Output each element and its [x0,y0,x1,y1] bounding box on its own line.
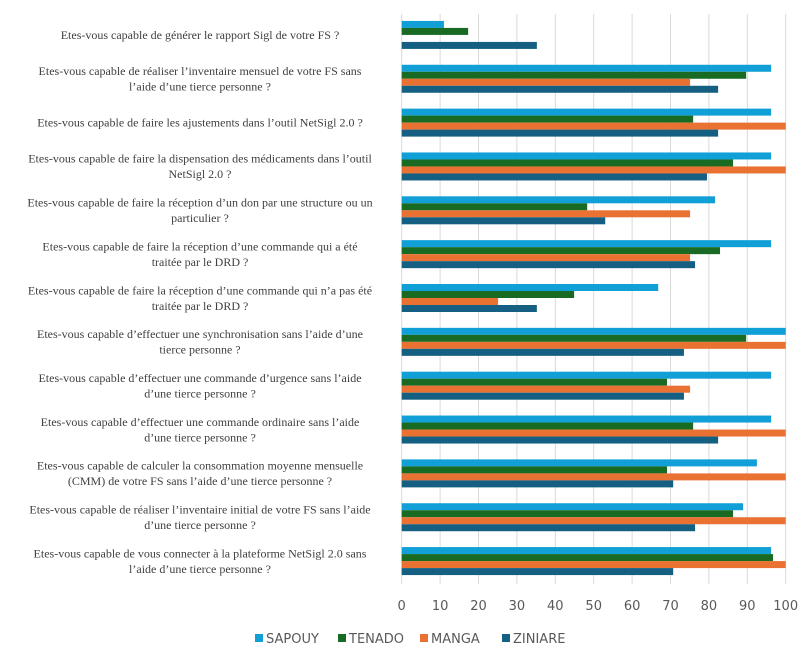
category-label: particulier ? [171,211,229,225]
legend-swatch-tenado [338,634,346,642]
bar-manga [401,341,786,349]
bar-tenado [401,27,469,35]
bar-manga [401,210,691,218]
category-labels: Etes-vous capable de générer le rapport … [27,28,372,576]
bar-sapouy [401,327,786,335]
legend-swatch-ziniare [502,634,510,642]
category-label: Etes-vous capable d’effectuer une synchr… [37,327,363,341]
legend: SAPOUY TENADO MANGA ZINIARE [255,632,565,647]
category-label: Etes-vous capable de réaliser l’inventai… [29,502,370,516]
bar-manga [401,122,786,130]
bar-sapouy [401,152,772,160]
bar-tenado [401,422,694,430]
bar-ziniare [401,480,674,488]
category-label: d’une tierce personne ? [144,430,256,444]
bar-tenado [401,203,588,211]
bar-manga [401,473,786,481]
bar-ziniare [401,568,674,576]
legend-swatch-manga [420,634,428,642]
bar-ziniare [401,217,606,225]
bar-sapouy [401,196,716,204]
bar-sapouy [401,108,772,116]
bar-tenado [401,554,774,562]
bar-ziniare [401,85,719,93]
x-tick-label: 90 [739,599,756,614]
x-tick-label: 30 [509,599,526,614]
category-label: Etes-vous capable de faire la réception … [27,196,372,210]
bar-ziniare [401,173,707,181]
bar-ziniare [401,305,537,312]
category-label: Etes-vous capable de vous connecter à la… [34,546,367,560]
category-label: NetSigl 2.0 ? [169,167,232,181]
x-tick-label: 20 [470,599,487,614]
x-tick-label: 50 [585,599,602,614]
x-tick-label: 70 [662,599,679,614]
bar-manga [401,254,691,262]
legend-label-ziniare: ZINIARE [513,632,565,647]
bar-manga [401,561,786,569]
legend-label-sapouy: SAPOUY [266,632,319,647]
bar-sapouy [401,415,772,423]
bar-sapouy [401,503,744,511]
category-label: traitée par le DRD ? [152,255,249,269]
bar-sapouy [401,20,444,28]
bar-sapouy [401,459,757,467]
bar-tenado [401,291,575,298]
legend-label-tenado: TENADO [348,632,404,647]
x-tick-label: 80 [701,599,718,614]
bar-tenado [401,510,734,518]
x-tick-label: 100 [773,599,798,614]
bar-tenado [401,159,734,167]
category-label: Etes-vous capable de faire les ajustemen… [37,116,363,130]
category-label: l’aide d’une tierce personne ? [129,562,271,576]
x-tick-label: 0 [398,599,406,614]
category-label: Etes-vous capable de faire la réception … [28,283,372,297]
bar-tenado [401,115,694,123]
bar-tenado [401,247,721,255]
legend-swatch-sapouy [255,634,263,642]
x-axis-tick-labels: 0 10 20 30 40 50 60 70 80 90 100 [398,599,799,614]
category-label: l’aide d’une tierce personne ? [129,80,271,94]
category-label: d’une tierce personne ? [144,386,256,400]
bar-manga [401,385,691,393]
bar-sapouy [401,64,772,72]
bar-ziniare [401,129,719,137]
bars [401,20,786,576]
bar-ziniare [401,524,696,532]
x-tick-label: 10 [432,599,449,614]
bar-manga [401,517,786,525]
x-tick-label: 40 [547,599,564,614]
bar-ziniare [401,436,719,444]
bar-sapouy [401,240,772,248]
bar-tenado [401,71,747,79]
category-label: traitée par le DRD ? [152,299,249,313]
category-label: Etes-vous capable d’effectuer une comman… [41,415,360,429]
bar-ziniare [401,348,684,356]
bar-ziniare [401,41,537,49]
category-label: d’une tierce personne ? [144,518,256,532]
category-label: Etes-vous capable de réaliser l’inventai… [39,64,362,78]
bar-manga [401,298,499,305]
category-label: Etes-vous capable de calculer la consomm… [37,459,363,473]
bar-ziniare [401,392,684,400]
category-label: Etes-vous capable de générer le rapport … [61,28,340,42]
bar-manga [401,429,786,437]
x-tick-label: 60 [624,599,641,614]
bar-ziniare [401,261,696,269]
bar-sapouy [401,284,659,291]
category-label: Etes-vous capable de faire la réception … [42,239,357,253]
bar-tenado [401,378,668,386]
category-label: Etes-vous capable d’effectuer une comman… [38,371,361,385]
category-label: Etes-vous capable de faire la dispensati… [28,152,372,166]
bar-tenado [401,466,668,474]
bar-tenado [401,334,747,342]
legend-label-manga: MANGA [431,632,480,647]
bar-manga [401,166,786,174]
bar-sapouy [401,371,772,379]
category-label: tierce personne ? [159,343,240,357]
category-label: (CMM) de votre FS sans l’aide d’une tier… [68,474,332,488]
bar-manga [401,78,691,86]
bar-sapouy [401,547,772,555]
